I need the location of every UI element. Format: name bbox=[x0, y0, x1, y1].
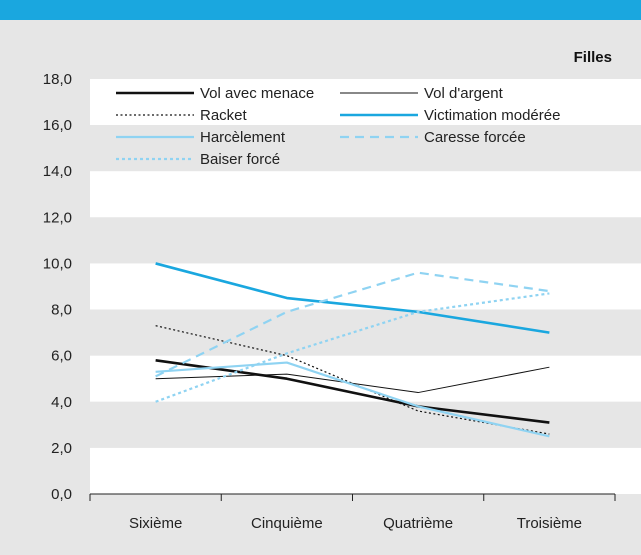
grid-band bbox=[90, 309, 641, 356]
x-tick-label: Cinquième bbox=[251, 515, 323, 532]
legend-label: Baiser forcé bbox=[200, 151, 280, 168]
series-lines bbox=[155, 262, 550, 438]
series-line bbox=[155, 325, 550, 435]
x-tick-label: Troisième bbox=[517, 515, 582, 532]
series-line bbox=[155, 361, 550, 438]
y-tick-label: 10,0 bbox=[43, 255, 72, 272]
legend-label: Harcèlement bbox=[200, 129, 286, 146]
series-line bbox=[155, 262, 550, 334]
grid-band bbox=[90, 79, 641, 126]
y-tick-label: 8,0 bbox=[51, 302, 72, 319]
y-tick-label: 12,0 bbox=[43, 209, 72, 226]
grid-band bbox=[90, 263, 641, 310]
y-tick-label: 16,0 bbox=[43, 117, 72, 134]
legend-label: Vol d'argent bbox=[424, 85, 504, 102]
y-tick-label: 14,0 bbox=[43, 163, 72, 180]
y-tick-label: 0,0 bbox=[51, 486, 72, 503]
y-tick-label: 6,0 bbox=[51, 348, 72, 365]
chart-title: Filles bbox=[574, 49, 612, 66]
grid-band bbox=[90, 401, 641, 448]
y-tick-label: 18,0 bbox=[43, 71, 72, 88]
legend: Vol avec menace Vol d'argent Racket Victima… bbox=[116, 85, 560, 168]
grid-band bbox=[90, 125, 641, 172]
legend-label: Vol avec menace bbox=[200, 85, 314, 102]
top-accent-bar bbox=[0, 0, 641, 20]
legend-label: Racket bbox=[200, 107, 248, 124]
y-tick-label: 2,0 bbox=[51, 440, 72, 457]
series-line bbox=[155, 271, 550, 378]
series-line bbox=[155, 358, 550, 424]
grid-bands bbox=[90, 79, 641, 494]
grid-band bbox=[90, 171, 641, 218]
legend-label: Victimation modérée bbox=[424, 107, 560, 124]
x-tick-label: Sixième bbox=[129, 515, 182, 532]
y-tick-label: 4,0 bbox=[51, 394, 72, 411]
series-line bbox=[155, 292, 550, 403]
grid-band bbox=[90, 217, 641, 264]
axes: 0,0 2,0 4,0 6,0 8,0 10,0 12,0 14,0 16,0 18,0 Sixiè… bbox=[43, 71, 616, 532]
grid-band bbox=[90, 447, 641, 494]
legend-label: Caresse forcée bbox=[424, 129, 526, 146]
x-tick-label: Quatrième bbox=[383, 515, 453, 532]
